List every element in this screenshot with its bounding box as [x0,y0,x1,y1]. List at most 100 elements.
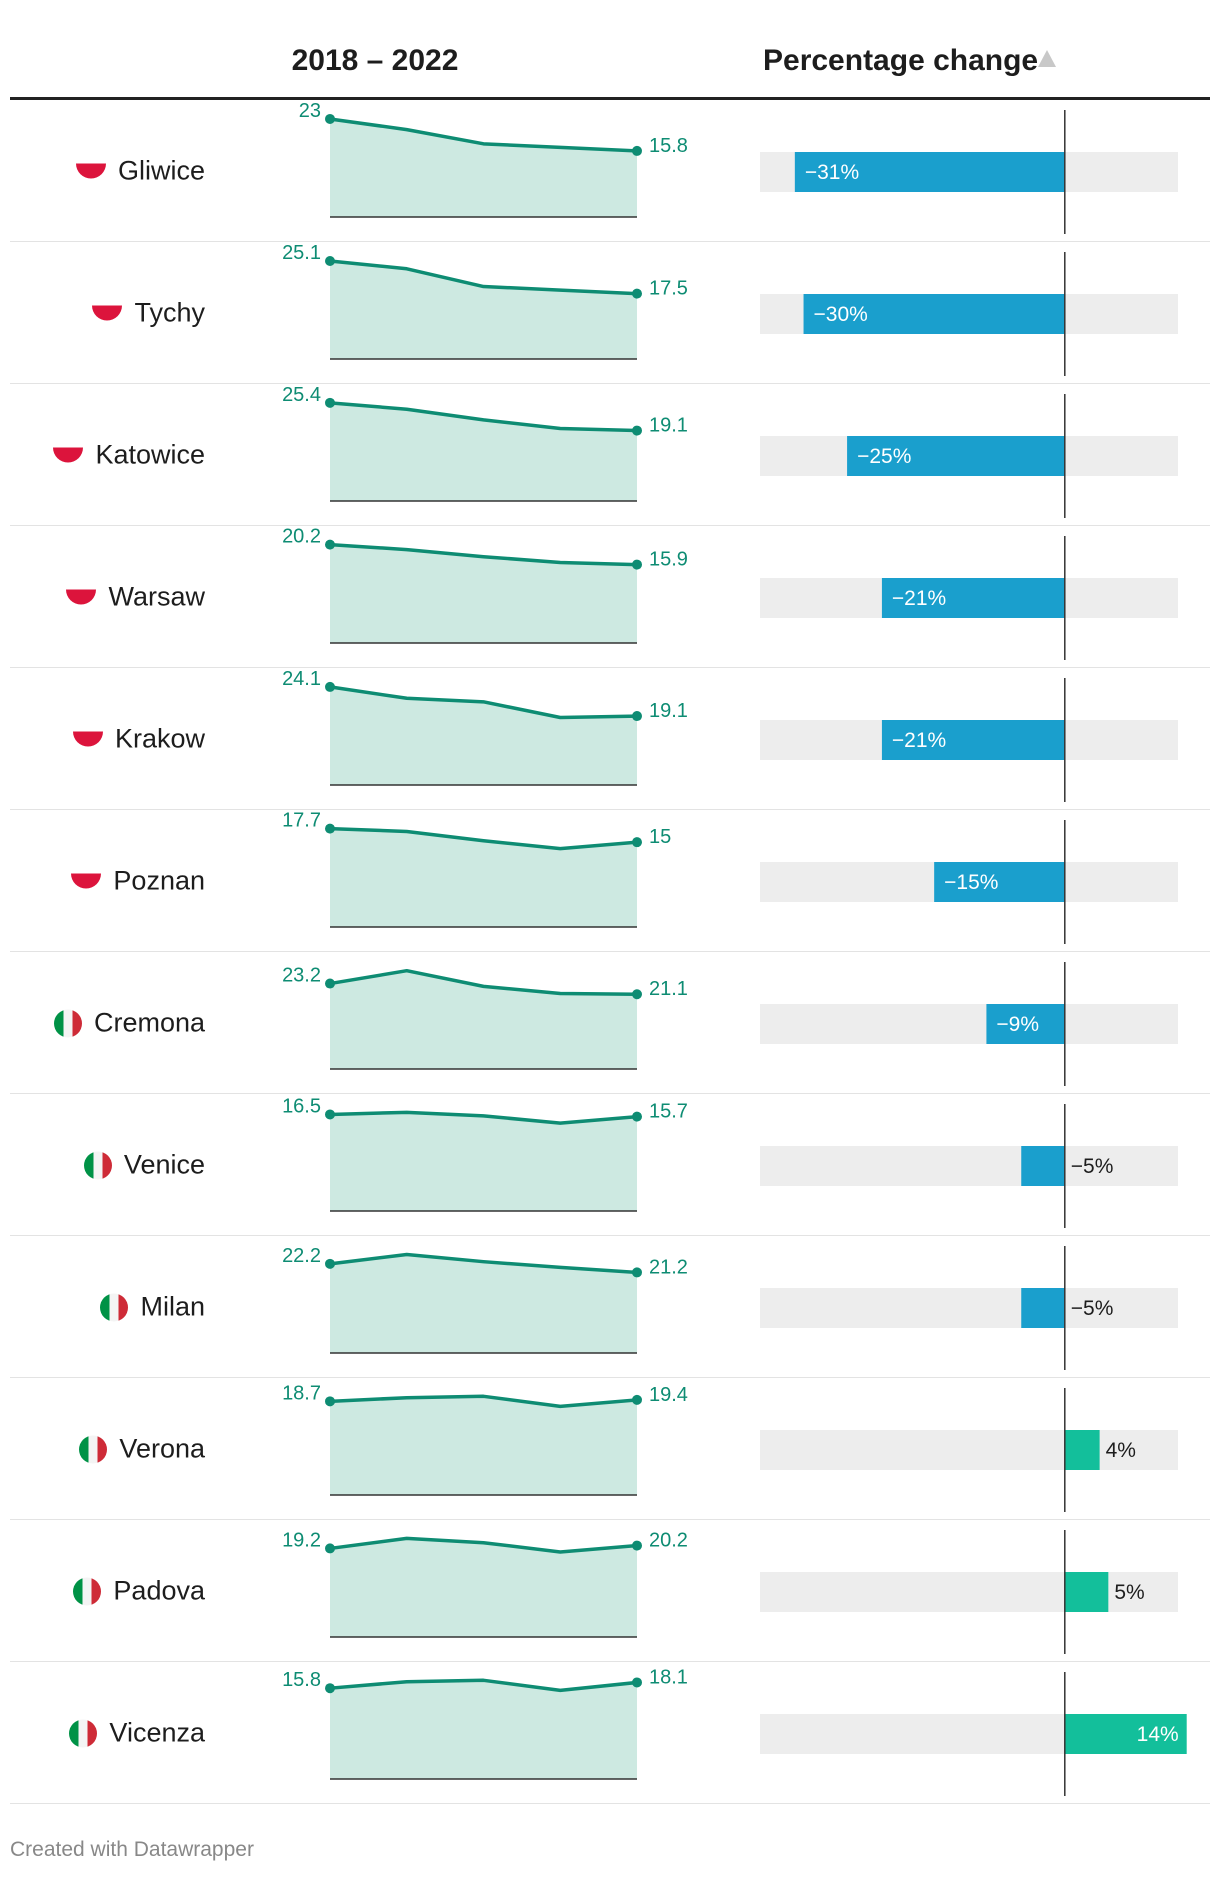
start-point [325,978,335,989]
end-point [632,837,642,848]
row-divider [10,1235,1210,1236]
percentage-bar [1064,1714,1187,1754]
percentage-label: −15% [944,871,998,894]
table-row: Warsaw 20.2 15.9 −21% [0,526,1220,668]
start-value-label: 24.1 [282,668,321,690]
city-label: Tychy [92,298,205,329]
sparkline-line [329,1110,638,1125]
sparkline-chart: 17.7 15 −15% [282,810,1178,944]
sparkline-area [330,828,637,927]
sparkline-line [329,1678,638,1693]
percentage-label: −21% [892,729,946,752]
end-point [632,145,642,156]
poland-flag-icon [66,589,97,605]
start-value-label: 25.1 [282,242,321,264]
city-name: Tychy [134,297,205,328]
start-point [325,113,335,124]
end-point [632,425,642,436]
table-header: 2018 – 2022 Percentage change [0,0,1220,100]
start-value-label: 23.2 [282,965,321,987]
end-point [632,711,642,722]
end-point [632,288,642,299]
sparkline-column-header[interactable]: 2018 – 2022 [291,44,459,77]
italy-flag-icon [100,1293,129,1321]
sparkline-chart: 22.2 21.2 −5% [282,1245,1178,1370]
sparkline-area [330,1538,637,1637]
percentage-bar [794,152,1065,192]
sparkline-line [329,1252,638,1275]
start-point [325,681,335,692]
poland-flag-icon [71,873,102,889]
city-name: Milan [140,1291,205,1322]
start-point [325,1396,335,1407]
percentage-label: 5% [1114,1581,1144,1604]
city-label: Gliwice [75,156,205,187]
start-value-label: 20.2 [282,526,321,548]
city-name: Padova [113,1575,205,1606]
row-divider [10,1803,1210,1804]
row-divider [10,667,1210,668]
end-value-label: 21.1 [649,978,688,1000]
table-row: Milan 22.2 21.2 −5% [0,1236,1220,1378]
percentage-bar [803,294,1065,334]
end-value-label: 19.1 [649,700,688,722]
percentage-label: −9% [996,1013,1039,1036]
start-value-label: 17.7 [282,810,321,832]
table-row: Vicenza 15.8 18.1 14% [0,1662,1220,1804]
poland-flag-icon [53,447,84,463]
sparkline-chart: 20.2 15.9 −21% [282,526,1178,660]
end-point [632,1540,642,1551]
end-point [632,989,642,1000]
start-value-label: 19.2 [282,1529,321,1551]
percentage-bar [934,862,1065,902]
sparkline-line [329,968,638,996]
end-value-label: 20.2 [649,1530,688,1552]
start-value-label: 18.7 [282,1382,321,1404]
percentage-bar [1021,1288,1065,1328]
sparkline-line [329,259,638,296]
end-value-label: 15 [649,826,671,848]
sparkline-area [330,544,637,643]
poland-flag-icon [92,305,123,321]
sparkline-area [330,260,637,359]
percentage-bar [847,436,1065,476]
percentage-label: 4% [1106,1439,1136,1462]
sparkline-line [329,685,638,720]
city-label: Vicenza [69,1718,205,1749]
sparkline-line [329,826,638,851]
city-name: Vicenza [109,1717,205,1748]
sparkline-line [329,1536,638,1554]
percentage-label: −21% [892,587,946,610]
sort-ascending-icon[interactable] [1038,50,1056,67]
percentage-label: −5% [1071,1297,1114,1320]
italy-flag-icon [73,1577,102,1605]
start-value-label: 23 [299,100,321,122]
poland-flag-icon [75,163,106,179]
end-point [632,1677,642,1688]
percentage-bar [1021,1146,1065,1186]
table-row: Padova 19.2 20.2 5% [0,1520,1220,1662]
percentage-label: −30% [814,303,868,326]
city-label: Venice [83,1150,205,1181]
city-label: Krakow [72,724,205,755]
percentage-label: −31% [805,161,859,184]
sparkline-area [330,118,637,217]
sparkline-area [330,1254,637,1353]
italy-flag-icon [69,1719,98,1747]
table-row: Verona 18.7 19.4 4% [0,1378,1220,1520]
table-row: Poznan 17.7 15 −15% [0,810,1220,952]
sparkline-line [329,401,638,433]
city-name: Cremona [93,1007,205,1038]
sparkline-area [330,402,637,501]
percentage-change-column-header[interactable]: Percentage change [763,44,1039,77]
sparkline-chart: 15.8 18.1 14% [282,1666,1187,1796]
row-divider [10,1377,1210,1378]
percentage-label: −5% [1071,1155,1114,1178]
start-point [325,1543,335,1554]
percentage-bar [1064,1430,1100,1470]
sparkline-chart: 25.1 17.5 −30% [282,242,1178,376]
city-label: Poznan [71,866,205,897]
italy-flag-icon [79,1435,108,1463]
sparkline-line [329,1394,638,1409]
sparkline-area [330,686,637,785]
